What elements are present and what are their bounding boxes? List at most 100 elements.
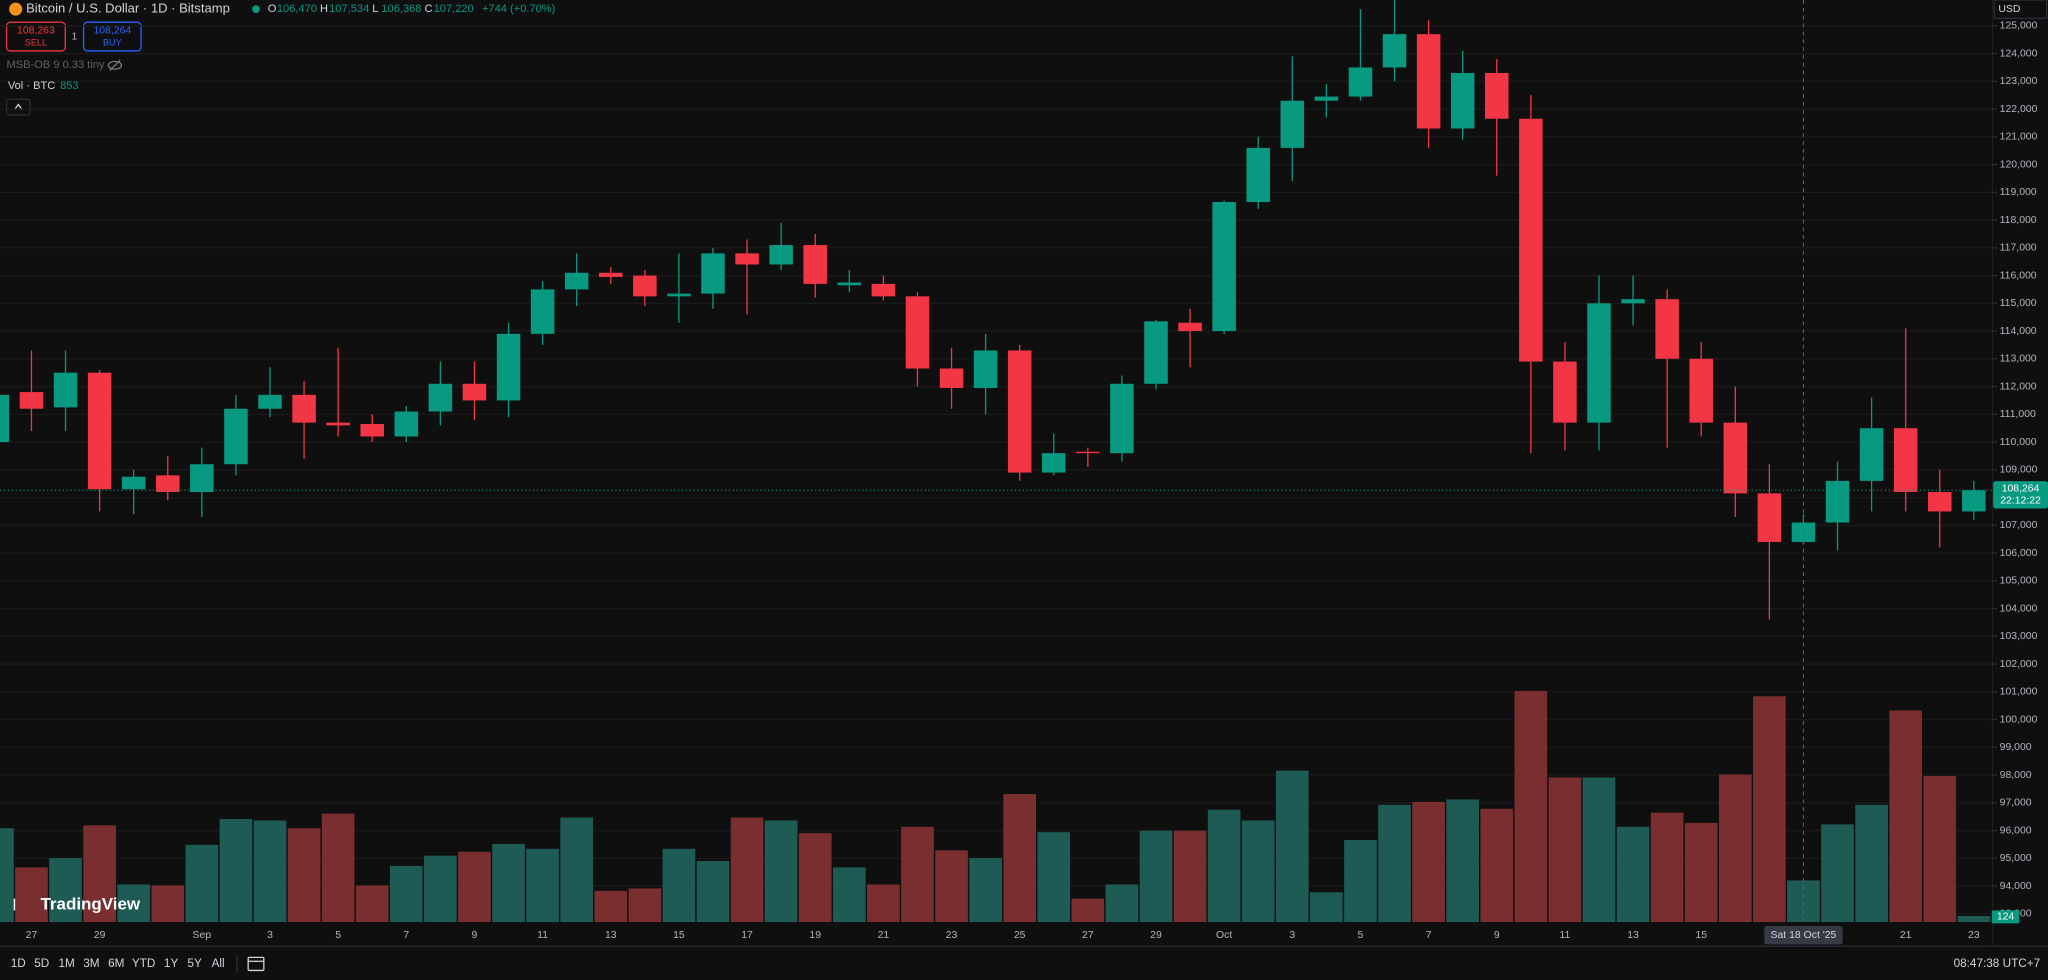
candle-body [837, 282, 862, 286]
volume-tag-label: 124 [1997, 912, 2015, 923]
candle-body [394, 411, 419, 437]
range-button[interactable]: 1Y [164, 957, 179, 970]
x-tick-label: 19 [809, 930, 821, 941]
volume-bar [1378, 804, 1411, 923]
candle-body [1928, 492, 1952, 512]
y-tick-label: 124,000 [2000, 48, 2038, 59]
candle-body [53, 372, 78, 408]
volume-bar [662, 848, 696, 923]
volume-bar [389, 865, 423, 923]
volume-bar [1173, 830, 1207, 923]
ohlc-key: C [424, 3, 432, 15]
candle-body [564, 272, 589, 290]
y-tick-label: 119,000 [2000, 187, 2037, 198]
volume-bar [355, 885, 389, 923]
y-tick-label: 117,000 [2000, 243, 2037, 254]
ohlc-value: 106,470 [277, 3, 317, 15]
candle-body [1723, 422, 1748, 494]
y-tick-label: 118,000 [2000, 215, 2037, 226]
ohlc-key: H [320, 3, 328, 15]
volume-bar [1548, 777, 1582, 923]
candle-body [360, 424, 384, 437]
x-tick-label: 29 [1150, 930, 1162, 941]
volume-bar [1105, 884, 1139, 923]
volume-bar [15, 867, 48, 923]
y-tick-label: 101,000 [2000, 687, 2038, 698]
volume-bar [628, 888, 662, 923]
candle-body [735, 253, 759, 265]
candle-body [1587, 303, 1611, 423]
x-tick-label: 27 [1082, 930, 1094, 941]
eye-icon[interactable] [107, 59, 123, 71]
y-tick-label: 98,000 [2000, 770, 2032, 781]
range-button[interactable]: YTD [132, 957, 156, 970]
volume-bar [0, 828, 14, 923]
crosshair-label: Sat 18 Oct '25 [1771, 930, 1837, 941]
currency-button[interactable] [1993, 0, 2048, 19]
ohlc-key: L [372, 3, 378, 15]
candle-body [1076, 451, 1100, 454]
candle-body [1110, 383, 1134, 454]
y-tick-label: 103,000 [2000, 631, 2038, 642]
volume-bar [1071, 898, 1105, 923]
x-tick-label: 15 [673, 930, 685, 941]
volume-bar [1650, 812, 1684, 923]
candle-body [1519, 118, 1543, 362]
volume-bar [935, 850, 968, 923]
x-tick-label: 3 [267, 930, 273, 941]
range-button[interactable]: 3M [83, 957, 99, 970]
y-tick-label: 110,000 [2000, 437, 2037, 448]
x-tick-label: 27 [26, 930, 38, 941]
x-tick-label: Oct [1216, 930, 1232, 941]
candle-body [156, 475, 180, 493]
sell-button[interactable] [5, 21, 66, 52]
range-button[interactable]: 1M [58, 957, 74, 970]
change-label: +744 (+0.70%) [482, 3, 555, 15]
y-tick-label: 116,000 [2000, 270, 2037, 281]
volume-bar [730, 817, 764, 923]
candle-body [326, 422, 350, 426]
y-tick-label: 99,000 [2000, 742, 2032, 753]
candle-body [190, 464, 214, 493]
candle-body [939, 368, 964, 388]
y-tick-label: 94,000 [2000, 881, 2032, 892]
range-button[interactable]: 6M [108, 957, 124, 970]
ohlc-value: 106,368 [381, 3, 421, 15]
crosshair-tag [1764, 926, 1843, 945]
volume-bar [492, 843, 525, 923]
candle-body [1416, 34, 1441, 129]
volume-bar [1889, 710, 1923, 923]
candle-body [530, 289, 555, 334]
range-button[interactable]: 5Y [187, 957, 202, 970]
ohlc-key: O [268, 3, 277, 15]
buy-button[interactable] [82, 21, 142, 52]
y-tick-label: 104,000 [2000, 603, 2038, 614]
candle-body [1348, 67, 1373, 97]
candle-body [1280, 100, 1305, 148]
y-tick-label: 123,000 [2000, 76, 2038, 87]
buy-label: BUY [103, 38, 122, 48]
y-tick-label: 106,000 [2000, 548, 2038, 559]
x-tick-label: 23 [1968, 930, 1980, 941]
candle-body [0, 394, 10, 443]
candle-body [599, 272, 623, 277]
candle-body [905, 296, 930, 369]
range-button[interactable]: All [212, 957, 225, 970]
x-tick-label: 9 [472, 930, 478, 941]
x-tick-label: 7 [1426, 930, 1432, 941]
volume-bar [253, 820, 287, 923]
candle-body [1314, 96, 1339, 101]
volume-bar [1923, 775, 1957, 923]
last-price-label: 108,264 [2002, 484, 2040, 495]
chevron [13, 103, 23, 111]
candle-body [1178, 322, 1202, 332]
volume-bar [1684, 822, 1718, 923]
range-button[interactable]: 5D [34, 957, 49, 970]
volume-bar [185, 844, 219, 923]
y-tick-label: 97,000 [2000, 798, 2032, 809]
collapse-button[interactable] [5, 98, 31, 116]
range-button[interactable]: 1D [11, 957, 26, 970]
candle-body [258, 394, 282, 409]
calendar-icon[interactable] [247, 956, 265, 972]
